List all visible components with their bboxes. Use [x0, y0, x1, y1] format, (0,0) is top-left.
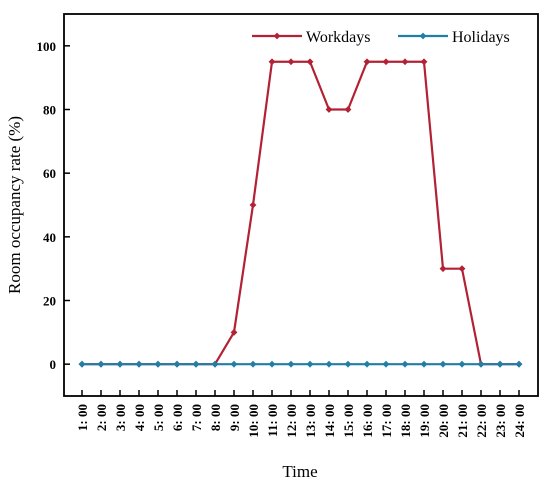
point-workdays-18 — [401, 58, 409, 66]
point-holidays-3 — [116, 360, 124, 368]
point-workdays-10 — [249, 201, 257, 209]
point-holidays-24 — [515, 360, 523, 368]
point-holidays-11 — [268, 360, 276, 368]
point-holidays-4 — [135, 360, 143, 368]
x-tick-label-9: 9: 00 — [227, 404, 242, 431]
x-tick-label-21: 21: 00 — [455, 404, 470, 438]
x-tick-label-3: 3: 00 — [113, 404, 128, 431]
x-tick-label-20: 20: 00 — [436, 404, 451, 438]
x-tick-label-24: 24: 00 — [512, 404, 527, 438]
y-tick-label-0: 0 — [50, 357, 57, 372]
point-holidays-16 — [363, 360, 371, 368]
legend-label-holidays: Holidays — [452, 29, 510, 46]
x-tick-label-22: 22: 00 — [474, 404, 489, 438]
point-workdays-13 — [306, 58, 314, 66]
point-holidays-21 — [458, 360, 466, 368]
x-tick-label-7: 7: 00 — [189, 404, 204, 431]
point-holidays-7 — [192, 360, 200, 368]
x-tick-label-14: 14: 00 — [322, 404, 337, 438]
point-workdays-21 — [458, 265, 466, 273]
point-holidays-22 — [477, 360, 485, 368]
y-tick-label-40: 40 — [43, 230, 56, 245]
x-tick-label-12: 12: 00 — [284, 404, 299, 438]
point-holidays-19 — [420, 360, 428, 368]
point-workdays-15 — [344, 106, 352, 113]
x-tick-label-10: 10: 00 — [246, 404, 261, 438]
y-axis-label: Room occupancy rate (%) — [5, 116, 24, 294]
legend-marker-workdays — [273, 32, 281, 40]
x-tick-label-13: 13: 00 — [303, 404, 318, 438]
point-holidays-6 — [173, 360, 181, 368]
legend-marker-holidays — [419, 32, 427, 40]
x-tick-label-6: 6: 00 — [170, 404, 185, 431]
point-holidays-15 — [344, 360, 352, 368]
point-workdays-19 — [420, 58, 428, 66]
point-workdays-12 — [287, 58, 295, 66]
point-holidays-14 — [325, 360, 333, 368]
x-tick-label-5: 5: 00 — [151, 404, 166, 431]
point-workdays-16 — [363, 58, 371, 66]
x-tick-label-2: 2: 00 — [94, 404, 109, 431]
point-workdays-17 — [382, 58, 390, 66]
point-holidays-17 — [382, 360, 390, 368]
point-holidays-10 — [249, 360, 257, 368]
x-tick-label-15: 15: 00 — [341, 404, 356, 438]
x-tick-label-4: 4: 00 — [132, 404, 147, 431]
series-line-workdays — [82, 60, 519, 366]
x-tick-label-16: 16: 00 — [360, 404, 375, 438]
point-holidays-8 — [211, 360, 219, 368]
point-holidays-20 — [439, 360, 447, 368]
point-workdays-11 — [268, 58, 276, 66]
x-tick-label-8: 8: 00 — [208, 404, 223, 431]
point-workdays-20 — [439, 265, 447, 273]
x-tick-label-17: 17: 00 — [379, 404, 394, 438]
point-holidays-13 — [306, 360, 314, 368]
point-holidays-18 — [401, 360, 409, 368]
y-tick-label-20: 20 — [43, 294, 56, 309]
x-axis-label: Time — [282, 462, 317, 481]
x-tick-label-18: 18: 00 — [398, 404, 413, 438]
legend-label-workdays: Workdays — [306, 29, 370, 46]
x-tick-label-19: 19: 00 — [417, 404, 432, 438]
point-holidays-1 — [78, 360, 86, 368]
point-workdays-9 — [230, 328, 238, 336]
x-tick-label-1: 1: 00 — [75, 404, 90, 431]
point-holidays-5 — [154, 360, 162, 368]
point-holidays-23 — [496, 360, 504, 368]
y-tick-label-80: 80 — [43, 103, 56, 118]
x-tick-label-11: 11: 00 — [265, 404, 280, 437]
y-tick-label-60: 60 — [43, 166, 56, 181]
point-workdays-14 — [325, 106, 333, 113]
plot-frame — [63, 13, 539, 397]
x-tick-label-23: 23: 00 — [493, 404, 508, 438]
point-holidays-2 — [97, 360, 105, 368]
point-holidays-9 — [230, 360, 238, 368]
y-tick-label-100: 100 — [37, 39, 57, 54]
point-holidays-12 — [287, 360, 295, 368]
